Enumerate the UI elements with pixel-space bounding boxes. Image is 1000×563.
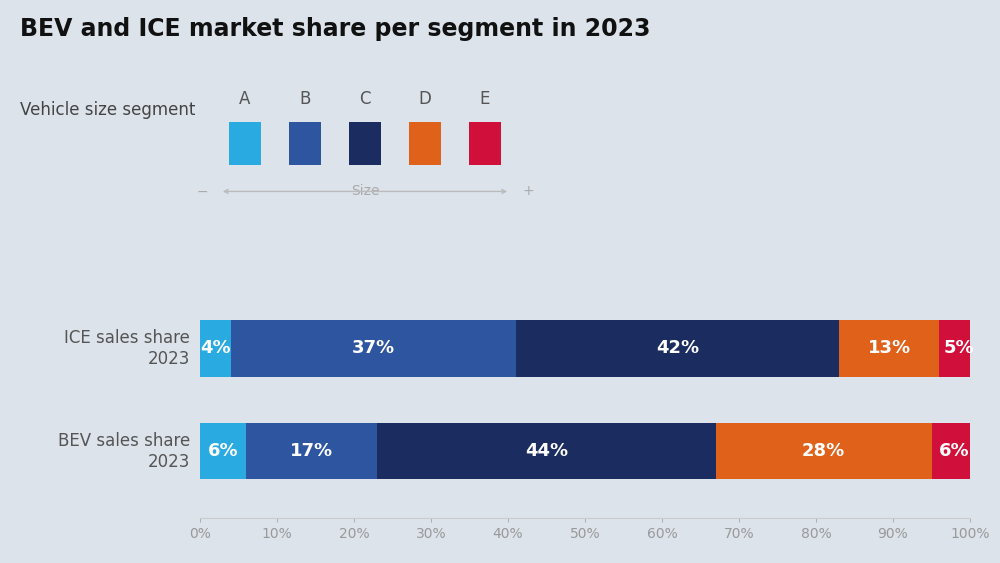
Text: C: C — [359, 90, 371, 108]
Text: E: E — [480, 90, 490, 108]
Bar — [932, 423, 978, 480]
Text: BEV and ICE market share per segment in 2023: BEV and ICE market share per segment in … — [20, 17, 650, 41]
Text: 17%: 17% — [290, 442, 333, 460]
FancyBboxPatch shape — [467, 119, 503, 168]
Text: 6%: 6% — [939, 442, 970, 460]
Text: 5%: 5% — [943, 339, 974, 358]
Bar — [516, 320, 839, 377]
Bar — [939, 320, 978, 377]
Text: 28%: 28% — [802, 442, 845, 460]
FancyBboxPatch shape — [407, 119, 443, 168]
Bar — [200, 320, 231, 377]
Text: −: − — [196, 185, 208, 198]
Bar — [231, 320, 516, 377]
Text: A: A — [239, 90, 251, 108]
Text: Size: Size — [351, 185, 379, 198]
Bar — [200, 423, 246, 480]
Text: ICE sales share
2023: ICE sales share 2023 — [64, 329, 190, 368]
Text: 42%: 42% — [656, 339, 699, 358]
Text: 37%: 37% — [352, 339, 395, 358]
Bar — [716, 423, 932, 480]
Text: 44%: 44% — [525, 442, 568, 460]
Bar — [839, 320, 939, 377]
Text: 13%: 13% — [868, 339, 911, 358]
Text: 6%: 6% — [208, 442, 238, 460]
FancyBboxPatch shape — [227, 119, 263, 168]
Text: D: D — [419, 90, 431, 108]
FancyBboxPatch shape — [347, 119, 383, 168]
Text: +: + — [522, 185, 534, 198]
Text: B: B — [299, 90, 311, 108]
Text: 4%: 4% — [200, 339, 231, 358]
FancyBboxPatch shape — [287, 119, 323, 168]
Text: Vehicle size segment: Vehicle size segment — [20, 101, 195, 119]
Bar — [377, 423, 716, 480]
Bar — [246, 423, 377, 480]
Text: BEV sales share
2023: BEV sales share 2023 — [58, 432, 190, 471]
